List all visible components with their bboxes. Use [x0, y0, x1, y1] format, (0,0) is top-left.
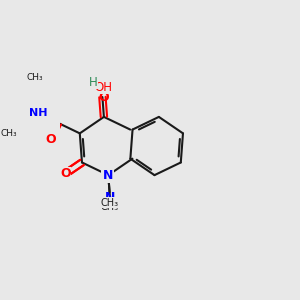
- Text: CH₃: CH₃: [100, 202, 118, 212]
- Text: O: O: [60, 167, 71, 180]
- Text: O: O: [98, 91, 109, 103]
- Text: CH₃: CH₃: [101, 198, 119, 208]
- Text: OH: OH: [95, 81, 113, 94]
- Text: NH: NH: [29, 108, 47, 118]
- Text: N: N: [102, 169, 112, 182]
- Text: N: N: [103, 169, 113, 182]
- Text: H: H: [89, 76, 98, 88]
- Text: O: O: [60, 167, 71, 180]
- Text: N: N: [104, 190, 115, 204]
- Text: O: O: [45, 133, 56, 146]
- Text: CH₃: CH₃: [27, 73, 44, 82]
- Text: CH₃: CH₃: [0, 129, 16, 138]
